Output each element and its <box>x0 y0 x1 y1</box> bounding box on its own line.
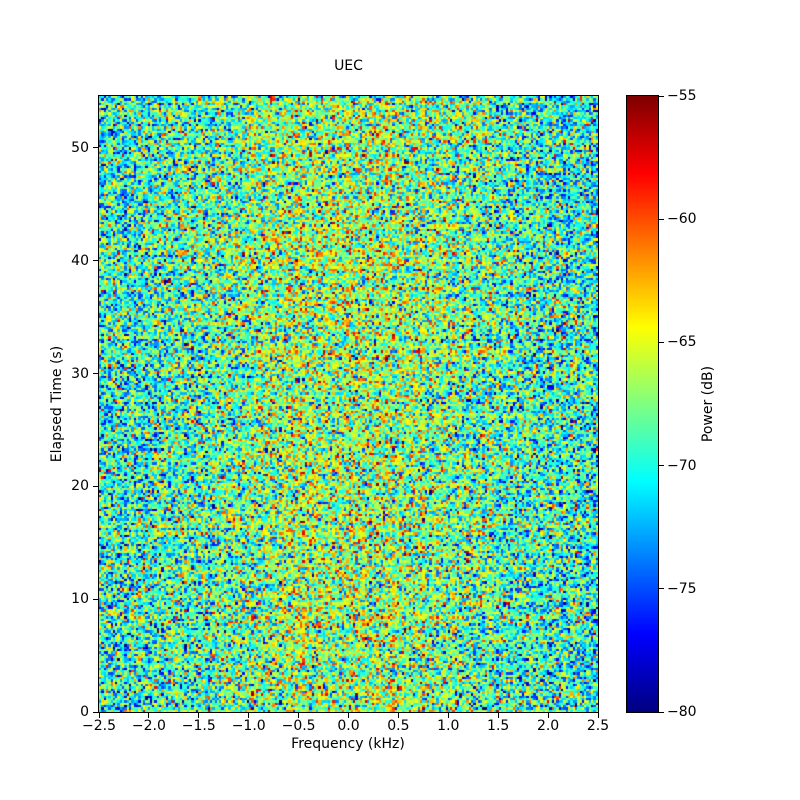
spectrogram-heatmap <box>99 96 598 712</box>
y-tick-mark <box>93 260 98 262</box>
x-tick-label: −0.5 <box>281 718 316 734</box>
x-tick-label: 1.5 <box>487 718 510 734</box>
colorbar-tick-label: −75 <box>667 580 697 597</box>
x-tick-label: −1.5 <box>181 718 216 734</box>
y-tick-label: 0 <box>80 704 89 720</box>
x-axis-label: Frequency (kHz) <box>291 736 405 752</box>
y-tick-label: 30 <box>71 365 89 382</box>
colorbar-tick-mark <box>659 465 664 467</box>
x-tick-label: 2.0 <box>536 718 560 734</box>
y-tick-label: 50 <box>71 139 89 156</box>
colorbar-tick-label: −80 <box>667 704 697 720</box>
x-tick-mark <box>547 713 549 718</box>
x-tick-mark <box>348 713 349 718</box>
colorbar-gradient <box>627 96 658 712</box>
y-tick-label: 40 <box>71 252 89 269</box>
x-tick-mark <box>397 713 399 718</box>
y-tick-label: 20 <box>71 478 89 495</box>
x-tick-label: 1.0 <box>437 718 460 734</box>
x-tick-mark <box>98 713 100 718</box>
y-axis-label: Elapsed Time (s) <box>49 345 65 463</box>
y-tick-mark <box>93 598 98 600</box>
y-tick-label: 10 <box>71 591 89 608</box>
colorbar-tick-mark <box>659 588 664 590</box>
x-tick-label: −1.0 <box>231 718 266 734</box>
colorbar-tick-mark <box>659 711 664 713</box>
x-tick-mark <box>148 713 150 718</box>
plot-area-frame <box>98 95 599 713</box>
x-tick-mark <box>447 713 449 718</box>
colorbar-tick-label: −60 <box>667 211 697 228</box>
x-tick-label: −2.0 <box>131 718 166 734</box>
colorbar-label: Power (dB) <box>700 365 716 443</box>
colorbar-tick-mark <box>659 218 664 220</box>
colorbar-tick-label: −70 <box>667 457 697 474</box>
y-tick-mark <box>93 373 98 375</box>
colorbar-tick-mark <box>659 341 664 343</box>
x-tick-label: −2.5 <box>82 718 116 734</box>
colorbar-tick-label: −55 <box>667 88 697 104</box>
colorbar-tick-label: −65 <box>667 334 697 351</box>
x-tick-label: 0.5 <box>387 718 410 734</box>
y-tick-mark <box>93 485 98 487</box>
x-tick-label: 0.0 <box>337 718 360 734</box>
plot-title: UEC <box>334 58 363 74</box>
x-tick-mark <box>298 713 300 718</box>
x-tick-mark <box>198 713 200 718</box>
x-tick-label: 2.5 <box>586 718 610 734</box>
y-tick-mark <box>93 711 98 713</box>
x-tick-mark <box>597 713 599 718</box>
x-tick-mark <box>497 713 499 718</box>
x-tick-mark <box>248 713 250 718</box>
colorbar-frame <box>626 95 659 713</box>
colorbar-tick-mark <box>659 95 664 97</box>
y-tick-mark <box>93 147 98 149</box>
